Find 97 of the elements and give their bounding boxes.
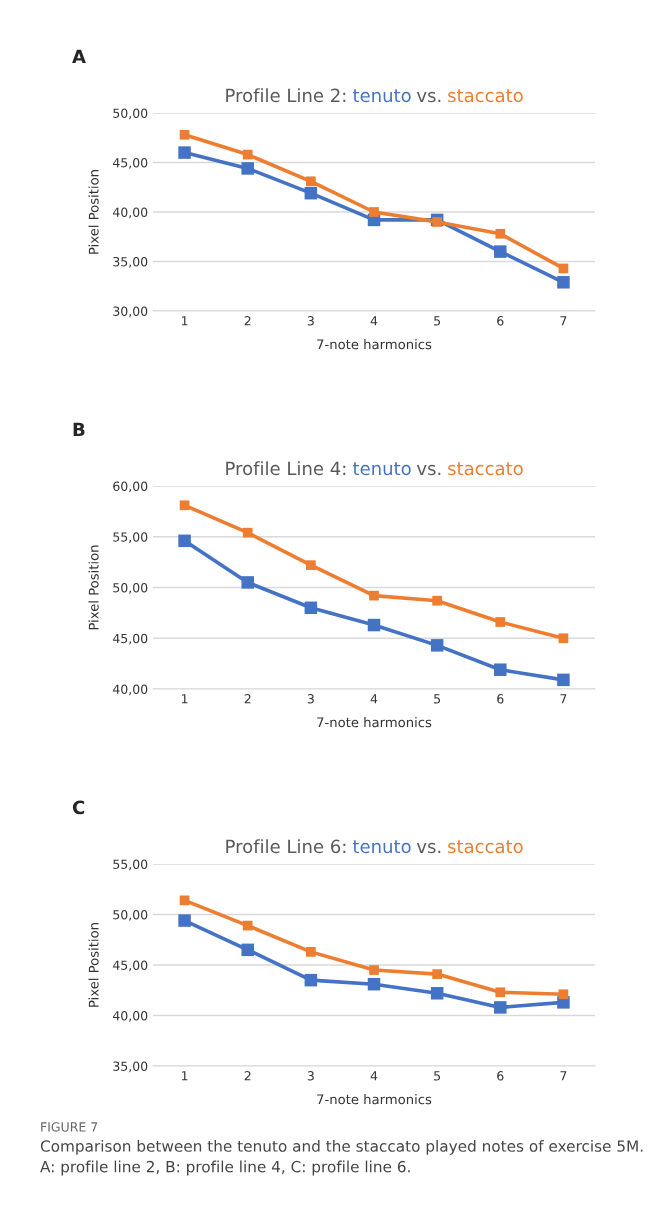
point [179,500,190,511]
x-axis-title: 7-note harmonics [317,717,432,728]
y-tick-label: 60,00 [113,481,148,493]
x-tick-label: 3 [307,316,314,326]
y-tick-label: 45,00 [112,633,148,645]
point [242,149,253,160]
text: C [72,800,85,815]
point [242,920,253,931]
y-axis-title: Pixel Position [88,170,99,254]
x-tick-label: 6 [497,1071,504,1081]
point [242,527,253,538]
text: staccato [448,462,523,476]
y-tick-label: 50,00 [113,108,148,120]
text: tenuto [352,462,411,476]
x-tick-label: 3 [307,694,314,704]
point [241,162,254,175]
y-axis-title: Pixel Position [88,545,99,630]
text: staccato [448,840,523,854]
text: vs. [416,464,441,476]
y-tick-label: 40,00 [112,1010,148,1022]
x-axis-title: 7-note harmonics [317,339,432,350]
point [306,947,316,957]
x-tick-label: 7 [560,694,567,704]
point [430,639,444,652]
point [304,186,318,200]
x-tick-label: 6 [497,694,504,704]
x-tick-label: 2 [244,694,251,704]
y-axis-title: Pixel Position [88,923,99,1007]
x-tick-label: 5 [434,694,441,704]
text: tenuto [352,840,411,854]
y-tick-label: 35,00 [113,256,148,268]
point [178,914,191,927]
point [179,895,190,906]
point [495,987,506,998]
point [557,673,570,687]
x-tick-label: 4 [370,1071,378,1081]
x-tick-label: 6 [497,316,504,326]
y-tick-label: 50,00 [113,909,148,921]
point [494,245,507,258]
x-tick-label: 2 [244,1071,251,1081]
point [369,590,379,601]
y-tick-label: 50,00 [113,582,148,594]
point [306,176,316,187]
text: Comparison between the tenuto and the staccato played notes of exercise 5M. A: profile line 2, B: profile line 4, C: profile line 6. [40,1140,643,1176]
x-tick-label: 1 [181,316,188,326]
text: tenuto [352,89,411,103]
x-tick-label: 4 [370,694,378,704]
point [179,129,190,140]
point [432,595,442,606]
y-tick-label: 55,00 [113,532,148,543]
point [432,217,442,227]
point [304,601,318,615]
point [432,969,442,979]
x-axis-title: 7-note harmonics [317,1094,432,1105]
x-tick-label: 1 [181,1071,188,1081]
x-tick-label: 5 [434,1071,441,1081]
x-tick-label: 5 [434,316,441,326]
point [241,576,254,589]
point [430,987,444,1000]
point [557,276,570,289]
point [495,617,506,627]
x-tick-label: 4 [370,316,378,326]
point [306,560,316,571]
caption: FIGURE 7 [41,1122,98,1132]
point [367,977,381,991]
point [558,989,569,1000]
y-tick-label: 45,00 [112,960,148,972]
text: A [72,49,86,63]
point [495,228,506,239]
x-tick-label: 1 [181,694,188,704]
y-tick-label: 40,00 [112,207,148,219]
y-tick-label: 45,00 [112,157,148,169]
text: vs. [416,842,441,854]
x-tick-label: 7 [560,316,567,326]
text: vs. [416,91,441,103]
point [494,1001,507,1014]
chart-title: Profile Line 4: [226,461,346,476]
y-tick-label: 55,00 [113,859,148,871]
point [558,633,569,644]
chart-title: Profile Line 2: [226,88,346,103]
x-tick-label: 2 [244,316,251,326]
text: B [73,422,85,436]
point [367,618,381,632]
point [494,663,507,676]
point [178,146,191,159]
point [369,965,379,975]
x-tick-label: 3 [307,1071,314,1081]
x-tick-label: 7 [560,1071,567,1081]
text: staccato [448,89,523,103]
y-tick-label: 40,00 [112,684,148,696]
y-tick-label: 30,00 [113,306,148,318]
y-tick-label: 35,00 [113,1061,148,1073]
point [369,207,379,217]
point [304,973,318,987]
chart-title: Profile Line 6: [226,839,346,854]
point [241,943,254,957]
point [178,534,191,548]
